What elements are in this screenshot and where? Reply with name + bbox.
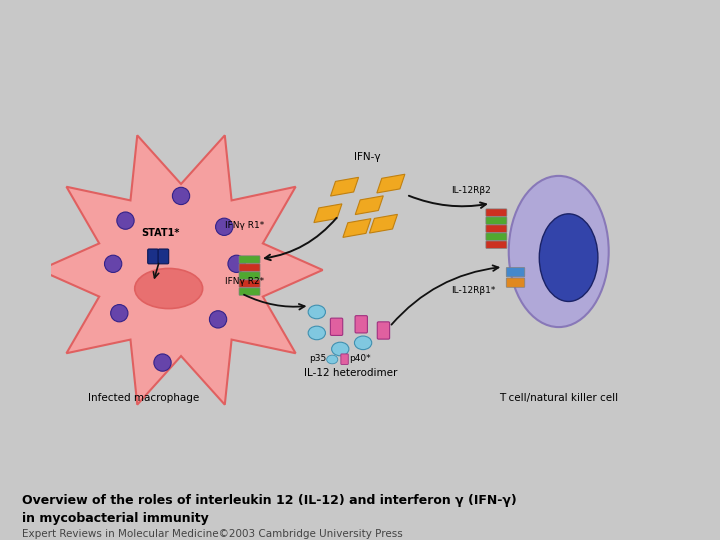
FancyBboxPatch shape bbox=[506, 267, 525, 277]
FancyBboxPatch shape bbox=[148, 249, 158, 264]
Text: T cell/natural killer cell: T cell/natural killer cell bbox=[499, 393, 618, 403]
Text: IL-12Rβ2: IL-12Rβ2 bbox=[451, 186, 491, 195]
FancyBboxPatch shape bbox=[486, 209, 507, 217]
FancyBboxPatch shape bbox=[486, 241, 507, 248]
Text: IFN-γ: IFN-γ bbox=[354, 152, 380, 162]
Ellipse shape bbox=[215, 218, 233, 235]
Text: in mycobacterial immunity: in mycobacterial immunity bbox=[22, 512, 208, 525]
Ellipse shape bbox=[539, 214, 598, 301]
Polygon shape bbox=[343, 219, 371, 238]
Ellipse shape bbox=[308, 305, 325, 319]
Polygon shape bbox=[369, 214, 397, 233]
Polygon shape bbox=[355, 196, 383, 214]
FancyBboxPatch shape bbox=[239, 288, 260, 295]
Polygon shape bbox=[330, 177, 359, 196]
Polygon shape bbox=[377, 174, 405, 193]
Ellipse shape bbox=[327, 355, 338, 364]
Text: IFNγ R1*: IFNγ R1* bbox=[225, 221, 265, 230]
FancyBboxPatch shape bbox=[158, 249, 168, 264]
FancyBboxPatch shape bbox=[506, 278, 525, 287]
Text: p35: p35 bbox=[310, 354, 327, 363]
Text: Infected macrophage: Infected macrophage bbox=[89, 393, 199, 403]
Ellipse shape bbox=[104, 255, 122, 273]
Ellipse shape bbox=[308, 326, 325, 340]
FancyBboxPatch shape bbox=[377, 322, 390, 339]
Text: IFNγ R2*: IFNγ R2* bbox=[225, 276, 264, 286]
FancyBboxPatch shape bbox=[486, 225, 507, 232]
Text: IL-12 heterodimer: IL-12 heterodimer bbox=[304, 368, 397, 378]
FancyBboxPatch shape bbox=[486, 233, 507, 240]
Ellipse shape bbox=[332, 342, 349, 356]
Polygon shape bbox=[40, 136, 323, 404]
FancyBboxPatch shape bbox=[341, 354, 348, 364]
Ellipse shape bbox=[228, 255, 246, 273]
Polygon shape bbox=[314, 204, 342, 222]
Ellipse shape bbox=[111, 305, 128, 322]
Text: Overview of the roles of interleukin 12 (IL-12) and interferon γ (IFN-γ): Overview of the roles of interleukin 12 … bbox=[22, 494, 516, 507]
FancyBboxPatch shape bbox=[239, 256, 260, 263]
Ellipse shape bbox=[172, 187, 189, 205]
FancyBboxPatch shape bbox=[486, 217, 507, 224]
FancyBboxPatch shape bbox=[355, 316, 367, 333]
Ellipse shape bbox=[509, 176, 608, 327]
Ellipse shape bbox=[154, 354, 171, 371]
Text: IL-12Rβ1*: IL-12Rβ1* bbox=[451, 286, 495, 295]
Ellipse shape bbox=[354, 336, 372, 349]
FancyBboxPatch shape bbox=[239, 272, 260, 279]
Ellipse shape bbox=[117, 212, 134, 230]
FancyBboxPatch shape bbox=[330, 318, 343, 335]
Text: p40*: p40* bbox=[349, 354, 371, 363]
Text: STAT1*: STAT1* bbox=[141, 228, 179, 238]
FancyBboxPatch shape bbox=[239, 280, 260, 287]
FancyBboxPatch shape bbox=[239, 264, 260, 271]
Ellipse shape bbox=[135, 268, 202, 308]
Ellipse shape bbox=[210, 310, 227, 328]
Text: Expert Reviews in Molecular Medicine©2003 Cambridge University Press: Expert Reviews in Molecular Medicine©200… bbox=[22, 529, 402, 539]
